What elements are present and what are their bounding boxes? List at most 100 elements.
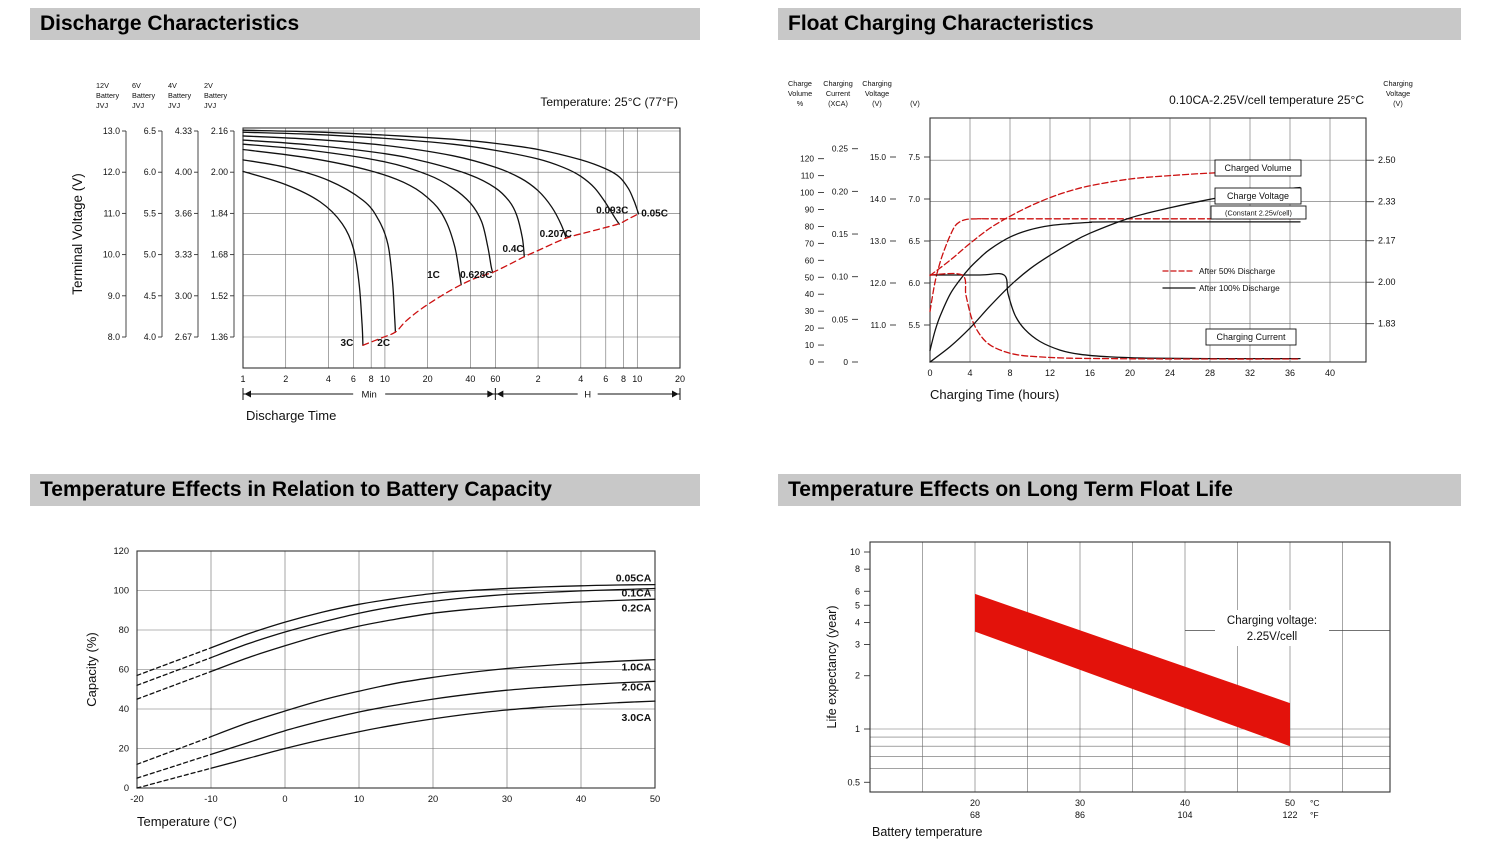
series-charge-voltage-after-100 (929, 221, 1301, 352)
axis-tick-label: 5.5 (908, 320, 920, 330)
curve-label-2.0CA: 2.0CA (622, 681, 652, 693)
axis-tick-label: 0.25 (832, 144, 849, 154)
scale-tick-label: 4.33 (175, 126, 192, 136)
ruler-arrow (487, 390, 494, 398)
series-0.05CA-extrapolated (136, 647, 212, 677)
axis-tick-label: 70 (805, 238, 815, 248)
x-tick: 16 (1085, 368, 1095, 378)
x-tick: 0 (927, 368, 932, 378)
scale-header: JVJ (132, 101, 145, 110)
plot-frame (869, 541, 1391, 793)
x-tick: 0 (282, 794, 287, 804)
ruler-label-bg (353, 387, 386, 401)
x-tick: 8 (1007, 368, 1012, 378)
series-charged-volume-after-100 (929, 186, 1301, 363)
series-3.0CA-extrapolated (136, 767, 212, 789)
axis-header: Volume (788, 89, 812, 98)
axis-tick-label: 0 (809, 357, 814, 367)
series-2C (242, 159, 397, 333)
panel-capacity-temperature: Temperature Effects in Relation to Batte… (30, 474, 700, 848)
scale-tick-label: 8.0 (108, 332, 120, 342)
axis-tick-label: 7.5 (908, 152, 920, 162)
right-axis-tick-label: 1.83 (1378, 319, 1396, 329)
panel-title-float-life: Temperature Effects on Long Term Float L… (778, 474, 1461, 506)
panel-title-discharge: Discharge Characteristics (30, 8, 700, 40)
scale-tick-label: 13.0 (103, 126, 120, 136)
x-tick: 4 (967, 368, 972, 378)
scale-tick-label: 5.0 (144, 250, 156, 260)
y-tick: 2 (855, 671, 860, 681)
series-3C (242, 170, 364, 346)
scale-tick-label: 10.0 (103, 250, 120, 260)
curve-label-1C: 1C (427, 270, 440, 281)
x-tick: -20 (130, 794, 143, 804)
capacity-temperature-chart: 0 20 40 60 80 100 120 -20 -10 0 10 20 30 40 50 0.05CA 0.… (84, 546, 660, 829)
legend-label: After 100% Discharge (1199, 283, 1280, 293)
x-tick: 24 (1165, 368, 1175, 378)
y-tick: 0 (124, 783, 129, 793)
x-tick: 10 (354, 794, 364, 804)
x-axis-title: Battery temperature (872, 825, 983, 839)
series-0.05C (242, 129, 640, 215)
axis-header: (XCA) (828, 99, 848, 108)
x-axis-title: Discharge Time (246, 408, 336, 423)
scale-tick-label: 1.52 (211, 291, 228, 301)
callout-label: Charge Voltage (1227, 191, 1289, 201)
panel-title-float-charging: Float Charging Characteristics (778, 8, 1461, 40)
callout-box (1205, 328, 1297, 346)
ruler-label-bg (577, 387, 598, 401)
x-tick: 50 (650, 794, 660, 804)
x-tick-min: 6 (351, 374, 356, 384)
series-1.0CA (210, 658, 656, 738)
y-tick: 80 (119, 625, 129, 635)
x-axis-title: Charging Time (hours) (930, 387, 1059, 402)
axis-header: (V) (872, 99, 882, 108)
y-tick: 100 (113, 586, 129, 596)
panel-discharge: Discharge Characteristics 13.0 12.0 11.0 10… (30, 8, 700, 430)
curve-label-0.628C: 0.628C (460, 270, 492, 281)
grid (870, 542, 1390, 792)
condition-note: 0.10CA-2.25V/cell temperature 25°C (1169, 93, 1364, 107)
right-axis-tick-label: 2.50 (1378, 155, 1396, 165)
curve-label-0.207C: 0.207C (540, 229, 572, 240)
series-charging-current-after-100 (929, 272, 1301, 360)
x-tick: 32 (1245, 368, 1255, 378)
grid (930, 118, 1366, 362)
series-0.628C (242, 143, 494, 274)
y-tick: 20 (119, 744, 129, 754)
x-tick-min: 1 (240, 374, 245, 384)
callout-label: Charging Current (1216, 332, 1286, 342)
x-tick-hour: 2 (536, 374, 541, 384)
x-tick: 20 (1125, 368, 1135, 378)
curve-label-0.05CA: 0.05CA (616, 573, 652, 585)
scale-tick-label: 2.16 (211, 126, 228, 136)
scale-tick-label: 6.5 (144, 126, 156, 136)
ruler-unit-hour: H (584, 390, 591, 401)
axis-tick-label: 40 (805, 289, 815, 299)
x-tick-hour: 6 (603, 374, 608, 384)
axis-tick-label: 12.0 (870, 278, 887, 288)
scale-header: 12V (96, 81, 109, 90)
series-0.2CA (210, 598, 656, 673)
axis-header: Charging (862, 79, 892, 88)
scale-tick-label: 12.0 (103, 167, 120, 177)
panel-float-charging: Float Charging Characteristics 120 110 100… (778, 8, 1461, 430)
axis-header: Charging (823, 79, 853, 88)
x-tick-hour: 20 (675, 374, 685, 384)
x-tick-celsius: 20 (970, 798, 980, 808)
x-tick-min: 8 (369, 374, 374, 384)
axis-tick-label: 90 (805, 205, 815, 215)
axis-header: Current (826, 89, 850, 98)
x-tick-min: 20 (423, 374, 433, 384)
scale-tick-label: 3.00 (175, 291, 192, 301)
curve-label-3C: 3C (341, 338, 354, 349)
axis-tick-label: 6.5 (908, 236, 920, 246)
x-tick-min: 10 (380, 374, 390, 384)
legend-label: After 50% Discharge (1199, 266, 1275, 276)
series-final-discharge-voltage (362, 213, 640, 346)
curve-label-0.1CA: 0.1CA (622, 587, 652, 599)
callout-label: Charged Volume (1224, 163, 1291, 173)
axis-header: Charge (788, 79, 812, 88)
